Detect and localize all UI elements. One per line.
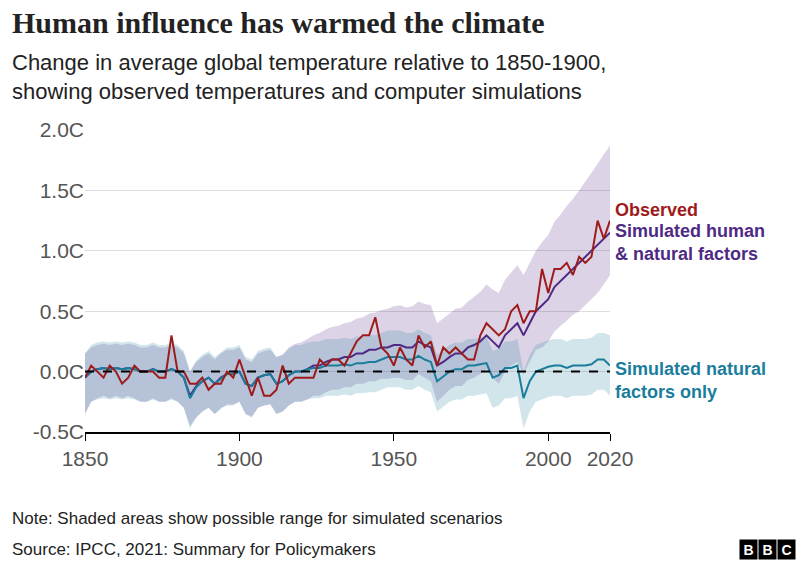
svg-text:-0.5C: -0.5C bbox=[33, 420, 84, 443]
svg-text:Change in average global tempe: Change in average global temperature rel… bbox=[12, 50, 606, 104]
svg-text:1900: 1900 bbox=[216, 447, 263, 470]
svg-text:1850: 1850 bbox=[62, 447, 109, 470]
svg-text:B: B bbox=[762, 542, 772, 558]
svg-text:1.5C: 1.5C bbox=[40, 179, 84, 202]
svg-text:Source: IPCC, 2021: Summary fo: Source: IPCC, 2021: Summary for Policyma… bbox=[12, 540, 376, 559]
svg-text:B: B bbox=[743, 542, 753, 558]
svg-text:Simulated naturalfactors only: Simulated naturalfactors only bbox=[615, 359, 766, 402]
svg-text:0.0C: 0.0C bbox=[40, 360, 84, 383]
svg-text:2.0C: 2.0C bbox=[40, 118, 84, 141]
svg-text:0.5C: 0.5C bbox=[40, 300, 84, 323]
svg-text:1.0C: 1.0C bbox=[40, 239, 84, 262]
svg-text:C: C bbox=[781, 542, 791, 558]
svg-text:2020: 2020 bbox=[587, 447, 634, 470]
svg-text:Simulated human& natural facto: Simulated human& natural factors bbox=[615, 221, 765, 264]
svg-text:1950: 1950 bbox=[370, 447, 417, 470]
svg-text:Human influence has warmed the: Human influence has warmed the climate bbox=[12, 6, 544, 39]
svg-text:2000: 2000 bbox=[525, 447, 572, 470]
svg-text:Note: Shaded areas show possib: Note: Shaded areas show possible range f… bbox=[12, 509, 502, 528]
svg-text:Observed: Observed bbox=[615, 200, 698, 220]
